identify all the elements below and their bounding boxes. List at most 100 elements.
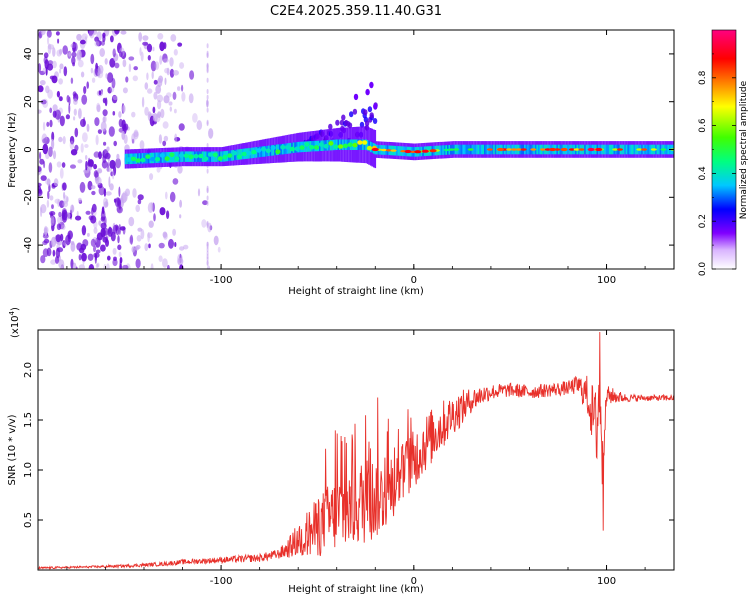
spectrogram-noise-blob <box>47 44 55 50</box>
spectrogram-noise-blob <box>72 91 77 97</box>
spectrogram-noise-blob <box>162 58 169 63</box>
spectrogram-noise-blob <box>100 244 106 252</box>
spectrogram-noise-blob <box>58 211 62 218</box>
spectrogram-noise-blob <box>122 104 126 113</box>
spectrogram-peak <box>289 146 295 152</box>
spectrogram-noise-blob <box>116 153 120 160</box>
spectrogram-band-core <box>625 144 628 155</box>
spectrogram-band-core <box>648 144 651 155</box>
spectrogram-band-core <box>465 144 468 155</box>
spectrogram-band-core <box>484 144 486 155</box>
spectrogram-noise-blob <box>159 207 166 216</box>
spectrogram-peak <box>251 149 257 155</box>
spectrogram-noise-blob <box>206 261 209 266</box>
spectrogram-noise-blob <box>122 264 129 269</box>
spectrogram-band-core <box>632 144 634 155</box>
spectrogram-band-core <box>271 145 273 156</box>
spectrogram-noise-blob <box>95 176 102 186</box>
spectrogram-noise-blob <box>42 121 46 131</box>
spectrogram-noise-blob <box>43 160 46 169</box>
spectrogram-y-label: Frequency (Hz) <box>7 112 18 188</box>
spectrogram-noise-blob <box>122 87 128 94</box>
spectrogram-noise-blob <box>73 98 78 105</box>
spectrogram-noise-blob <box>62 200 69 208</box>
spectrogram-noise-blob <box>147 88 153 94</box>
spectrogram-noise-blob <box>62 240 66 249</box>
spectrogram-noise-blob <box>112 224 118 234</box>
spectrogram-noise-blob <box>201 219 207 228</box>
y-tick-label: 0 <box>23 146 34 152</box>
spectrogram-peak <box>390 149 397 152</box>
spectrogram-peak <box>544 148 551 151</box>
spectrogram-noise-blob <box>51 139 55 150</box>
spectrogram-band-core <box>610 144 612 155</box>
spectrogram-noise-blob <box>42 143 49 155</box>
spectrogram-noise-blob <box>40 206 43 218</box>
spectrogram-noise-blob <box>100 121 107 132</box>
spectrogram-band-core <box>440 145 443 155</box>
spectrogram-noise-blob <box>49 211 56 216</box>
spectrogram-noise-blob <box>153 213 156 222</box>
spectrogram-noise-blob <box>51 75 58 84</box>
spectrogram-band-core <box>366 140 369 151</box>
spectrogram-noise-blob <box>97 167 103 174</box>
spectrogram-noise-blob <box>134 246 139 251</box>
spectrogram-noise-blob <box>102 116 106 123</box>
spectrogram-noise-blob <box>72 262 77 269</box>
spectrogram-noise-blob <box>125 188 130 197</box>
spectrogram-noise-blob <box>61 209 68 221</box>
spectrogram-noise-blob <box>78 264 85 269</box>
spectrogram-peak <box>203 156 209 162</box>
spectrogram-noise-blob <box>101 160 108 169</box>
spectrogram-peak <box>385 149 392 152</box>
spectrogram-noise-blob <box>166 67 170 76</box>
spectrogram-noise-blob <box>131 111 136 118</box>
x-tick-label: 0 <box>411 275 417 286</box>
spectrogram-band-core <box>480 144 483 155</box>
spectrogram-peak <box>352 142 358 148</box>
spectrogram-noise-blob <box>107 86 112 94</box>
spectrogram-noise-blob <box>106 146 110 152</box>
spectrogram-noise-blob <box>168 238 174 249</box>
spectrogram-noise-blob <box>46 63 54 71</box>
spectrogram-band-core <box>584 144 586 155</box>
spectrogram-band-core <box>442 145 444 155</box>
spectrogram-band-core <box>474 144 477 155</box>
spectrogram-noise-blob <box>94 40 100 47</box>
spectrogram-band-core <box>536 144 538 155</box>
spectrogram-peak <box>366 145 373 151</box>
spectrogram-noise-blob <box>42 67 47 74</box>
spectrogram-noise-blob <box>38 109 42 114</box>
spectrogram-peak <box>135 158 141 163</box>
spectrogram-noise-blob <box>81 33 88 40</box>
spectrogram-noise-blob <box>177 165 183 174</box>
spectrogram-band-core <box>135 153 138 164</box>
spectrogram-band-core <box>605 144 608 155</box>
spectrogram-noise-blob <box>81 252 87 262</box>
spectrogram-peak <box>227 153 233 158</box>
spectrogram-noise-blob <box>85 155 88 160</box>
spectrogram-noise-blob <box>41 133 48 145</box>
spectrogram-noise-blob <box>51 204 54 210</box>
spectrogram-band-core <box>462 144 464 155</box>
spectrogram-peak <box>414 150 422 154</box>
spectrogram-noise-blob <box>197 188 201 197</box>
spectrogram-noise-blob <box>110 35 114 43</box>
spectrogram-noise-blob <box>177 257 184 266</box>
spectrogram-noise-blob <box>58 136 63 143</box>
spectrogram-noise-blob <box>85 160 88 171</box>
spectrogram-band-core <box>399 146 401 156</box>
spectrogram-noise-blob <box>97 129 102 135</box>
spectrogram-band-blob <box>369 112 374 119</box>
spectrogram-band-core <box>665 144 668 155</box>
spectrogram-band-blob <box>367 106 373 113</box>
spectrogram-band-core <box>337 139 340 150</box>
spectrogram-peak <box>554 148 561 151</box>
spectrogram-noise-blob <box>85 210 91 215</box>
spectrogram-noise-blob <box>206 107 209 113</box>
spectrogram-band-core <box>357 139 360 150</box>
spectrogram-peak <box>280 145 286 150</box>
spectrogram-noise-blob <box>162 140 167 147</box>
spectrogram-band-core <box>144 153 147 164</box>
spectrogram-noise-blob <box>76 49 82 61</box>
